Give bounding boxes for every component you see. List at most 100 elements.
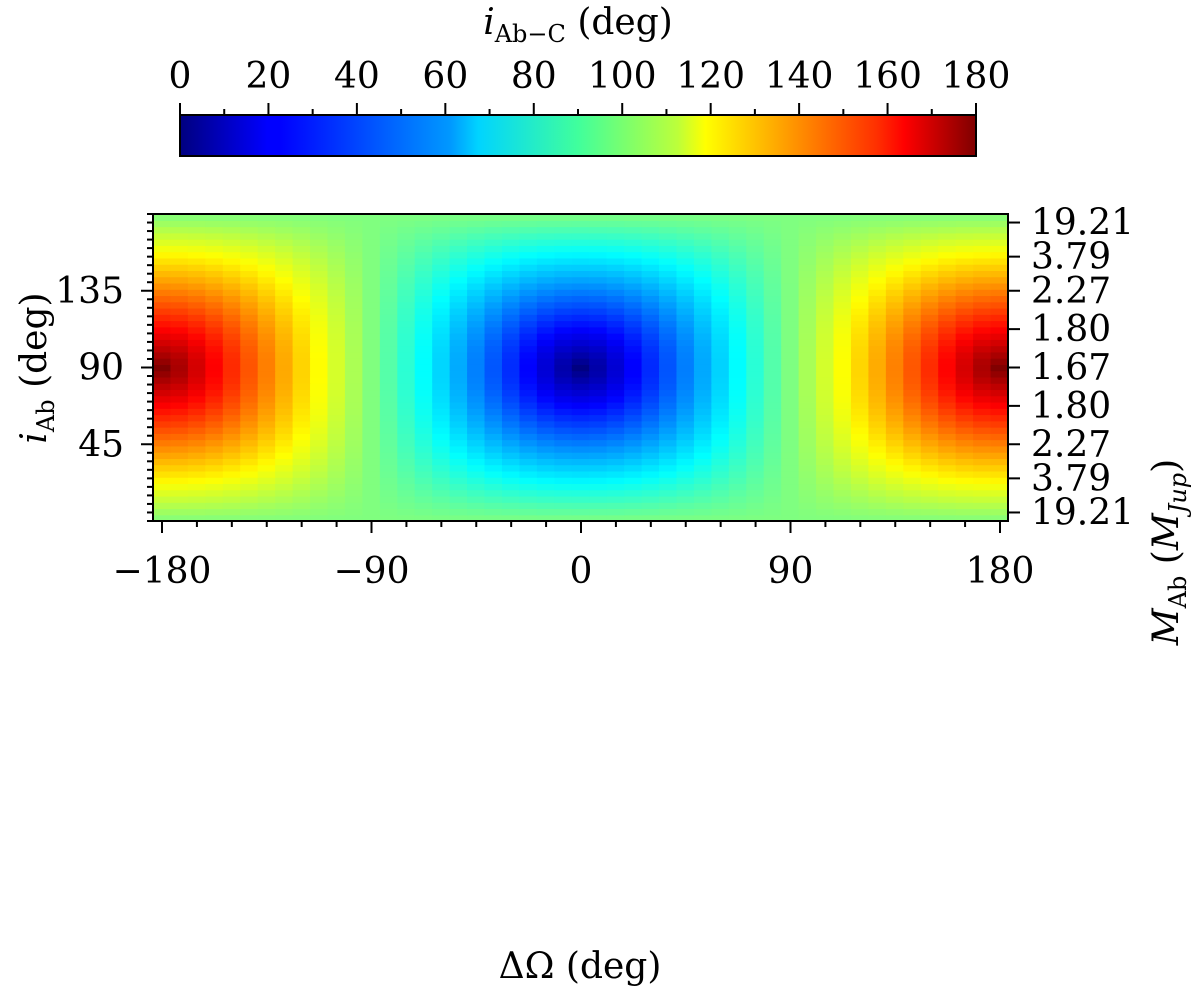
heatmap-cell — [292, 320, 311, 328]
heatmap-cell — [990, 376, 1009, 384]
heatmap-cell — [990, 326, 1009, 334]
heatmap-cell — [432, 376, 451, 384]
heatmap-cell — [711, 370, 730, 378]
heatmap-cell — [798, 408, 817, 416]
heatmap-cell — [519, 289, 538, 297]
heatmap-cell — [955, 376, 974, 384]
heatmap-cell — [519, 320, 538, 328]
heatmap-cell — [711, 351, 730, 359]
heatmap-cell — [589, 276, 608, 284]
heatmap-cell — [659, 307, 678, 315]
heatmap-cell — [484, 289, 503, 297]
heatmap-cell — [746, 370, 765, 378]
heatmap-cell — [728, 383, 747, 391]
heatmap-cell — [903, 401, 922, 409]
heatmap-cell — [816, 333, 835, 340]
heatmap-cell — [362, 477, 381, 485]
heatmap-cell — [885, 470, 904, 478]
heatmap-cell — [484, 245, 503, 253]
heatmap-cell — [641, 232, 660, 240]
heatmap-cell — [501, 508, 521, 516]
heatmap-cell — [414, 401, 433, 409]
heatmap-cell — [153, 307, 172, 315]
heatmap-cell — [955, 389, 974, 397]
heatmap-cell — [885, 307, 904, 315]
heatmap-cell — [746, 452, 765, 459]
heatmap-cell — [467, 502, 486, 510]
heatmap-cell — [659, 264, 678, 271]
heatmap-cell — [397, 508, 416, 516]
heatmap-cell — [885, 282, 904, 290]
heatmap-cell — [467, 439, 486, 447]
heatmap-cell — [589, 445, 608, 453]
heatmap-cell — [955, 464, 974, 472]
y-left-tick-label: 45 — [78, 424, 124, 465]
heatmap-cell — [798, 395, 817, 403]
heatmap-cell — [920, 508, 939, 516]
heatmap-cell — [275, 226, 294, 234]
heatmap-cell — [868, 439, 887, 447]
heatmap-cell — [781, 364, 800, 372]
heatmap-cell — [397, 452, 416, 459]
heatmap-cell — [484, 477, 503, 485]
heatmap-cell — [432, 452, 451, 459]
heatmap-cell — [798, 270, 817, 278]
heatmap-cell — [554, 326, 573, 334]
heatmap-cell — [414, 276, 433, 284]
heatmap-cell — [240, 264, 259, 271]
heatmap-cell — [187, 452, 206, 459]
heatmap-cell — [170, 270, 189, 278]
heatmap-cell — [816, 232, 835, 240]
heatmap-cell — [850, 358, 870, 365]
heatmap-cell — [816, 282, 835, 290]
heatmap-cell — [990, 395, 1009, 403]
heatmap-cell — [187, 333, 206, 340]
heatmap-cell — [589, 414, 608, 422]
heatmap-cell — [484, 214, 503, 221]
heatmap-cell — [676, 307, 695, 315]
heatmap-cell — [187, 408, 206, 416]
heatmap-cell — [554, 364, 573, 372]
heatmap-cell — [816, 264, 835, 271]
heatmap-cell — [746, 351, 765, 359]
heatmap-cell — [833, 320, 852, 328]
heatmap-cell — [205, 508, 224, 516]
heatmap-cell — [344, 376, 363, 384]
heatmap-cell — [868, 245, 887, 253]
heatmap-cell — [659, 251, 678, 259]
heatmap-cell — [606, 314, 625, 322]
heatmap-cell — [554, 301, 573, 309]
heatmap-cell — [362, 508, 381, 516]
heatmap-cell — [676, 245, 695, 253]
heatmap-cell — [467, 251, 486, 259]
heatmap-cell — [170, 414, 189, 422]
heatmap-cell — [955, 477, 974, 485]
heatmap-cell — [484, 383, 503, 391]
heatmap-cell — [362, 408, 381, 416]
heatmap-cell — [955, 514, 974, 522]
heatmap-cell — [292, 282, 311, 290]
heatmap-cell — [379, 458, 398, 466]
heatmap-cell — [850, 245, 870, 253]
heatmap-cell — [903, 314, 922, 322]
heatmap-cell — [519, 270, 538, 278]
heatmap-cell — [275, 395, 294, 403]
heatmap-cell — [868, 351, 887, 359]
heatmap-cell — [624, 401, 643, 409]
heatmap-cell — [467, 401, 486, 409]
heatmap-cell — [554, 427, 573, 434]
heatmap-cell — [920, 376, 939, 384]
heatmap-cell — [833, 508, 852, 516]
heatmap-cell — [327, 376, 346, 384]
heatmap-cell — [833, 370, 852, 378]
heatmap-cell — [205, 314, 224, 322]
heatmap-cell — [519, 470, 538, 478]
heatmap-cell — [153, 257, 172, 265]
heatmap-cell — [606, 239, 625, 246]
heatmap-cell — [170, 502, 189, 510]
heatmap-cell — [955, 220, 974, 228]
heatmap-cell — [973, 358, 992, 365]
heatmap-cell — [484, 257, 503, 265]
heatmap-cell — [833, 214, 852, 221]
heatmap-cell — [711, 464, 730, 472]
